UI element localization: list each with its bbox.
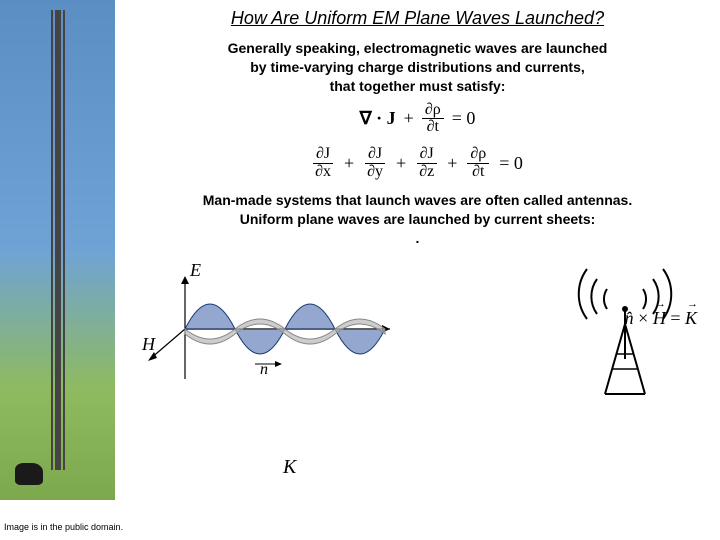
plus-2a: + [344,153,354,174]
para2-dot: . [416,230,420,246]
para2-line-2: Uniform plane waves are launched by curr… [240,211,596,227]
drho-dt-2: ∂ρ ∂t [467,146,489,181]
image-caption: Image is in the public domain. [4,522,123,532]
djdz: ∂J ∂z [416,146,437,181]
continuity-equation-vector: ∇ · J + ∂ρ ∂t = 0 [120,102,715,137]
para2-line-1: Man-made systems that launch waves are o… [203,192,632,208]
eq-zero-2: = 0 [499,153,523,174]
plus-2b: + [396,153,406,174]
drho-dt: ∂ρ ∂t [422,102,444,137]
boundary-condition-equation: n̂ × H = K [625,308,697,329]
plus-2c: + [447,153,457,174]
slide-title: How Are Uniform EM Plane Waves Launched? [120,8,715,29]
intro-text: Generally speaking, electromagnetic wave… [150,39,685,96]
h-label: H [141,334,156,354]
eq-zero-1: = 0 [452,108,476,129]
plus-1: + [404,108,414,129]
k-label: K [283,456,296,479]
slide-content: How Are Uniform EM Plane Waves Launched?… [120,0,715,500]
intro-line-3: that together must satisfy: [330,78,506,94]
plane-wave-diagram: E H n [130,254,410,404]
div-j: ∇ · J [360,108,396,129]
tower-structure [55,10,61,470]
continuity-equation-expanded: ∂J ∂x + ∂J ∂y + ∂J ∂z + ∂ρ ∂t = 0 [120,140,715,181]
intro-line-2: by time-varying charge distributions and… [250,59,585,75]
cow-silhouette [15,463,43,485]
intro-line-1: Generally speaking, electromagnetic wave… [228,40,608,56]
e-label: E [189,260,201,280]
djdy: ∂J ∂y [364,146,386,181]
antenna-text: Man-made systems that launch waves are o… [128,191,707,248]
tower-photo [0,0,115,500]
djdx: ∂J ∂x [312,146,334,181]
